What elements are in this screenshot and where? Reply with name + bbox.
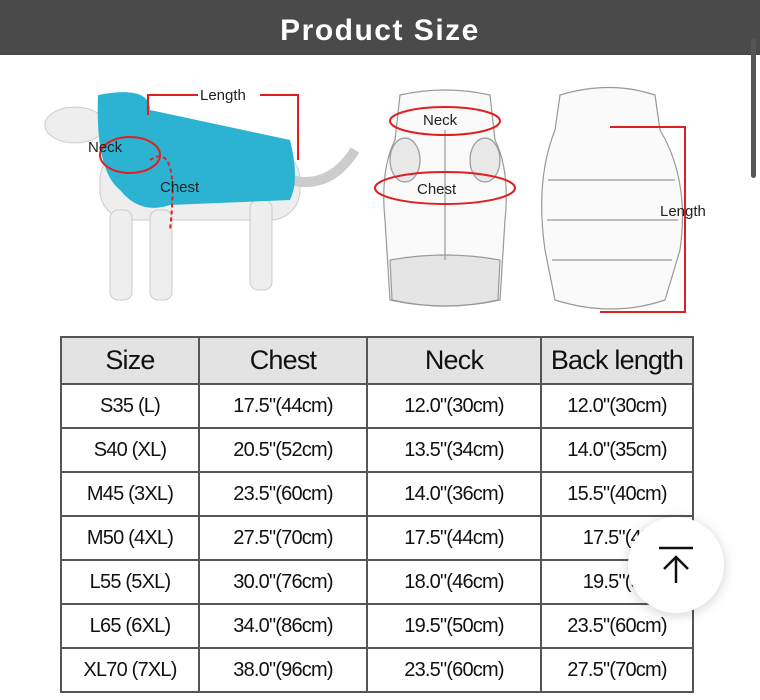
table-cell: M50 (4XL): [60, 515, 200, 561]
table-cell: 19.5"(50cm): [366, 603, 542, 649]
table-cell: 14.0"(35cm): [540, 427, 694, 473]
table-cell: 12.0"(30cm): [366, 383, 542, 429]
label-neck-front: Neck: [423, 112, 458, 129]
scrollbar[interactable]: [751, 38, 756, 178]
label-neck: Neck: [88, 139, 123, 156]
table-cell: S35 (L): [60, 383, 200, 429]
size-chart-table: Size Chest Neck Back length S35 (L) 17.5"…: [60, 336, 694, 693]
table-cell: 23.5"(60cm): [198, 471, 368, 517]
table-cell: 30.0"(76cm): [198, 559, 368, 605]
table-cell: 14.0"(36cm): [366, 471, 542, 517]
table-cell: L65 (6XL): [60, 603, 200, 649]
table-row: L65 (6XL) 34.0"(86cm) 19.5"(50cm) 23.5"(60c…: [60, 603, 694, 649]
vest-front: [383, 89, 507, 307]
table-row: S35 (L) 17.5"(44cm) 12.0"(30cm) 12.0"(30cm): [60, 383, 694, 429]
col-back-length: Back length: [540, 336, 694, 385]
label-length: Length: [200, 87, 246, 104]
page-title: Product Size: [280, 14, 480, 47]
dog-vest: [97, 92, 295, 208]
table-cell: S40 (XL): [60, 427, 200, 473]
label-chest-front: Chest: [417, 181, 457, 198]
table-cell: 18.0"(46cm): [366, 559, 542, 605]
table-header-row: Size Chest Neck Back length: [60, 336, 694, 385]
vest-back: [541, 86, 684, 310]
table-row: S40 (XL) 20.5"(52cm) 13.5"(34cm) 14.0"(35cm…: [60, 427, 694, 473]
col-neck: Neck: [366, 336, 542, 385]
size-illustration: Length Neck Chest Neck Chest Length: [44, 86, 706, 313]
table-cell: M45 (3XL): [60, 471, 200, 517]
label-length-back: Length: [660, 203, 706, 220]
table-cell: L55 (5XL): [60, 559, 200, 605]
table-cell: 12.0"(30cm): [540, 383, 694, 429]
table-row: XL70 (7XL) 38.0"(96cm) 23.5"(60cm) 27.5"(70…: [60, 647, 694, 693]
table-cell: 23.5"(60cm): [366, 647, 542, 693]
table-cell: 20.5"(52cm): [198, 427, 368, 473]
table-cell: XL70 (7XL): [60, 647, 200, 693]
scroll-to-top-button[interactable]: [628, 517, 724, 613]
table-row: M45 (3XL) 23.5"(60cm) 14.0"(36cm) 15.5"(40c…: [60, 471, 694, 517]
table-cell: 34.0"(86cm): [198, 603, 368, 649]
table-cell: 17.5"(44cm): [366, 515, 542, 561]
table-cell: 27.5"(70cm): [198, 515, 368, 561]
table-row: M50 (4XL) 27.5"(70cm) 17.5"(44cm) 17.5"(45: [60, 515, 694, 561]
table-cell: 38.0"(96cm): [198, 647, 368, 693]
col-chest: Chest: [198, 336, 368, 385]
table-cell: 27.5"(70cm): [540, 647, 694, 693]
table-cell: 15.5"(40cm): [540, 471, 694, 517]
label-chest: Chest: [160, 179, 200, 196]
table-cell: 17.5"(44cm): [198, 383, 368, 429]
table-row: L55 (5XL) 30.0"(76cm) 18.0"(46cm) 19.5"(50: [60, 559, 694, 605]
page-banner: Product Size: [0, 0, 760, 55]
table-cell: 13.5"(34cm): [366, 427, 542, 473]
arrow-up-to-top-icon: [659, 546, 693, 583]
col-size: Size: [60, 336, 200, 385]
